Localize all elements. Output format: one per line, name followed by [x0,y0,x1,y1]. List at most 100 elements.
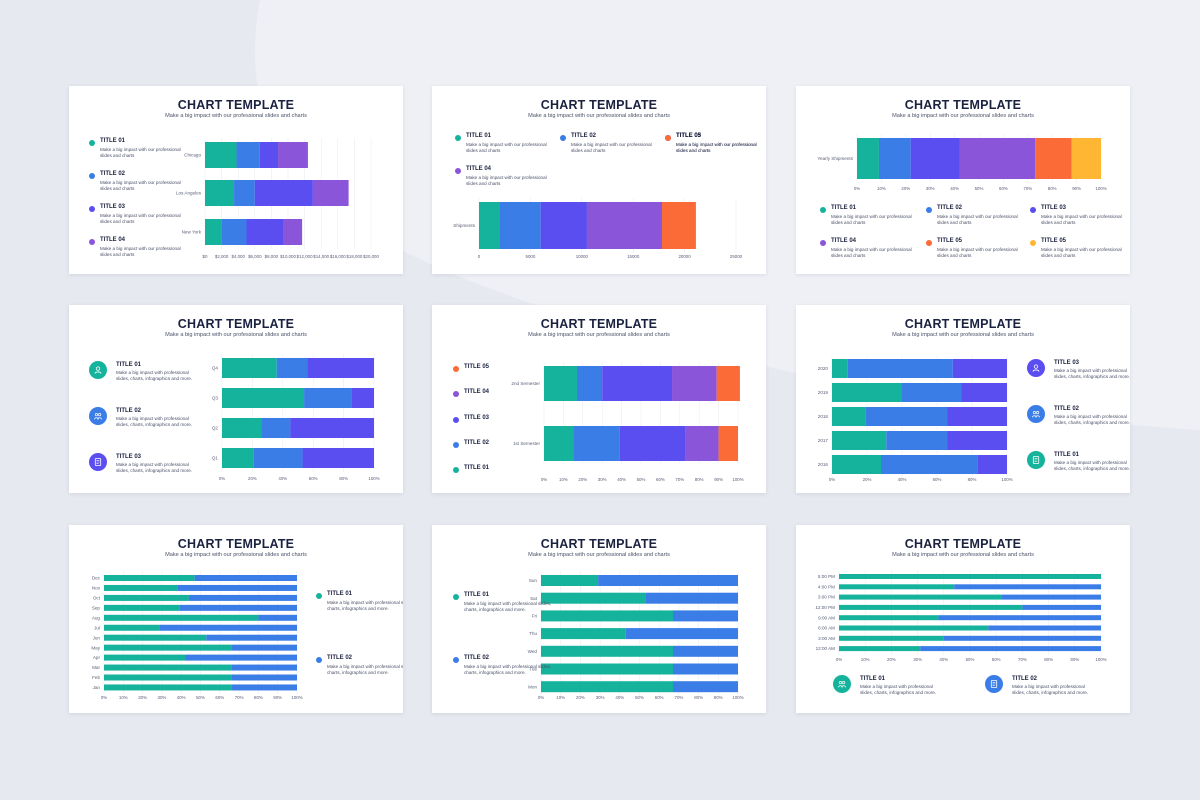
team-icon [833,675,851,693]
x-tick-label: 10000 [576,254,589,259]
x-tick-label: 60% [215,695,224,700]
category-label: 2020 [818,366,829,371]
legend-dot [455,135,461,141]
bar-segment [716,366,740,401]
x-tick-label: 20% [887,657,896,662]
slide-chart-weekdays[interactable]: CHART TEMPLATE Make a big impact with ou… [432,525,766,713]
category-label: 3:00 AM [818,636,835,641]
bar-segment [1022,604,1101,610]
legend-description: Make a big impact with our professional … [100,246,181,258]
legend-dot [453,417,459,423]
bar-segment [839,604,1023,610]
bar-segment [222,388,305,408]
bar-segment [231,674,297,681]
legend-title: TITLE 04 [100,237,126,243]
x-tick-label: 90% [1072,186,1081,191]
slide-chart-years[interactable]: CHART TEMPLATE Make a big impact with ou… [796,305,1130,493]
legend-title: TITLE 01 [464,465,490,471]
x-tick-label: 60% [655,695,664,700]
bar-segment [832,431,887,450]
bar-segment [312,180,349,206]
x-tick-label: 20% [578,477,587,482]
legend-title: TITLE 01 [327,591,353,597]
category-label: May [91,645,100,650]
legend-dot [453,366,459,372]
slide-chart-semesters[interactable]: CHART TEMPLATE Make a big impact with ou… [432,305,766,493]
category-label: 4:00 PM [818,584,835,589]
x-tick-label: 60% [933,477,942,482]
category-label: Mon [528,684,537,689]
slide-chart-quarters[interactable]: CHART TEMPLATE Make a big impact with ou… [69,305,403,493]
bar-segment [104,684,232,691]
x-tick-label: 40% [898,477,907,482]
x-tick-label: 20% [248,476,257,481]
x-tick-label: 80% [1044,657,1053,662]
bar-segment [104,584,178,591]
legend-description: Make a big impact with professional slid… [116,370,193,382]
bar-segment [920,646,1101,652]
x-tick-label: 50% [966,657,975,662]
chart-area: $0 $2,000 $4,000 $6,000 $8,000 $10,000 $12,000… [176,138,379,259]
slide-chart-yearly-shipments[interactable]: CHART TEMPLATE Make a big impact with ou… [796,86,1130,274]
legend-description: Make a big impact with our professional … [466,175,547,187]
legend-dot [1030,240,1036,246]
slide-subtitle: Make a big impact with our professional … [165,552,307,558]
legend-title: TITLE 02 [464,440,490,446]
legend-dot [560,135,566,141]
slide-chart-hours[interactable]: CHART TEMPLATE Make a big impact with ou… [796,525,1130,713]
x-tick-label: 15000 [627,254,640,259]
category-label: Aug [92,615,101,620]
x-tick-label: 10% [877,186,886,191]
slide-chart-cities[interactable]: CHART TEMPLATE Make a big impact with ou… [69,86,403,274]
bar-segment [104,594,189,601]
x-tick-label: 70% [675,695,684,700]
bar-segment [832,359,848,378]
legend-title: TITLE 03 [1054,360,1080,366]
legend-description: Make a big impact with professional slid… [464,664,552,676]
slide-subtitle: Make a big impact with our professional … [892,552,1034,558]
chart-area: 0% 10% 20% 30% 40% 50% 60% 70% 80% 90% 100% Dec Nov O… [91,571,303,700]
user-icon [1027,359,1045,377]
category-label: Apr [93,655,101,660]
bar-segment [672,645,738,657]
slide-title: CHART TEMPLATE [177,317,295,331]
legend-title: TITLE 01 [831,205,857,211]
bar-segment [254,180,313,206]
x-tick-label: 90% [273,695,282,700]
category-label: Q3 [212,396,219,401]
slide-title: CHART TEMPLATE [177,537,295,551]
x-tick-label: 0% [836,657,842,662]
slide-title: CHART TEMPLATE [540,98,658,112]
legend-title: TITLE 01 [464,592,490,598]
bar-segment [959,138,1036,179]
bar-segment [104,654,186,661]
chart-area: 0% 10% 20% 30% 40% 50% 60% 70% 80% 90% 100% Yearly … [817,134,1107,191]
bar-segment [221,219,247,245]
bar-segment [602,366,673,401]
slide-subtitle: Make a big impact with our professional … [528,552,670,558]
bar-segment [961,383,1007,402]
x-tick-label: 10% [861,657,870,662]
legend-description: Make a big impact with our professional … [100,147,181,159]
bar-segment [839,584,955,590]
x-tick-label: $14,000 [313,254,329,259]
bar-segment [1071,138,1101,179]
bar-segment [104,634,207,641]
bar-segment [672,610,738,622]
bar-segment [977,455,1007,474]
bar-segment [307,358,374,378]
bar-segment [541,645,673,657]
legend-title: TITLE 05 [464,364,490,370]
bar-segment [952,359,1007,378]
slide-title: CHART TEMPLATE [904,537,1022,551]
bar-segment [839,646,921,652]
slide-chart-shipments[interactable]: CHART TEMPLATE Make a big impact with ou… [432,86,766,274]
legend-dot [665,135,671,141]
x-tick-label: 100% [368,476,379,481]
legend-description: Make a big impact with our professional … [831,214,912,226]
legend-title: TITLE 02 [1012,676,1038,682]
slide-chart-months[interactable]: CHART TEMPLATE Make a big impact with ou… [69,525,403,713]
x-tick-label: 10% [556,695,565,700]
x-tick-label: 0% [829,477,835,482]
bar-segment [947,407,1007,426]
